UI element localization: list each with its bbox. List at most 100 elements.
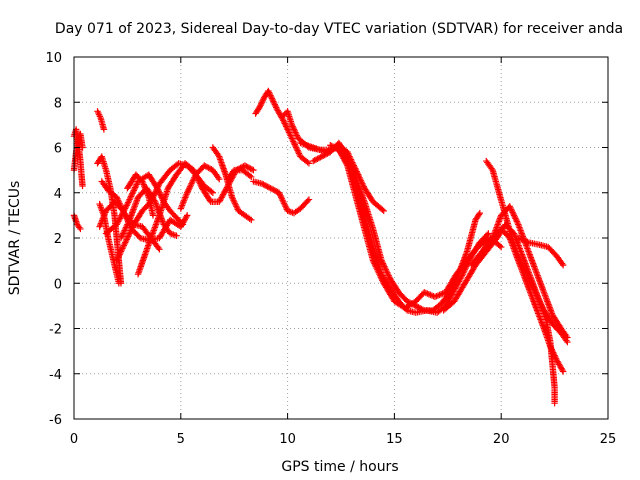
data-marker (381, 263, 388, 270)
data-point (318, 153, 325, 160)
data-marker (114, 219, 121, 227)
data-point (310, 157, 317, 165)
data-marker (129, 190, 136, 197)
data-marker (295, 150, 303, 157)
data-marker (304, 197, 311, 205)
data-point (404, 298, 411, 305)
data-marker (124, 221, 131, 228)
data-marker (245, 164, 253, 172)
data-point (209, 189, 217, 196)
data-marker (121, 227, 128, 234)
series-track-n (177, 162, 223, 212)
data-marker (508, 207, 516, 215)
data-marker (270, 186, 277, 193)
data-point (523, 271, 531, 278)
data-marker (118, 233, 125, 240)
data-marker (286, 130, 293, 138)
data-marker (516, 235, 524, 242)
data-marker (273, 188, 280, 195)
y-tick-label: -6 (49, 413, 62, 428)
data-marker (534, 293, 541, 301)
data-marker (475, 211, 483, 218)
data-marker (118, 212, 125, 219)
data-point (327, 142, 334, 149)
data-marker (533, 292, 540, 299)
data-marker (527, 278, 534, 285)
data-marker (244, 163, 251, 171)
data-point (431, 293, 439, 301)
data-marker (530, 286, 538, 293)
data-point (117, 234, 125, 242)
data-point (267, 185, 274, 192)
data-point (547, 343, 554, 350)
data-marker (184, 188, 192, 195)
data-marker (115, 198, 123, 205)
series-track-s (280, 108, 387, 215)
y-tick-label: 2 (54, 232, 62, 247)
data-marker (527, 280, 535, 287)
data-marker (268, 93, 275, 101)
data-marker (229, 195, 236, 202)
data-marker (114, 197, 122, 204)
data-marker (132, 184, 139, 191)
data-marker (281, 201, 288, 209)
data-marker (304, 159, 311, 166)
data-marker (427, 291, 434, 299)
data-point (515, 234, 522, 242)
data-marker (127, 227, 135, 234)
data-marker (155, 244, 162, 252)
data-marker (268, 185, 276, 193)
data-marker (530, 284, 537, 291)
y-tick-label: 0 (54, 277, 62, 292)
series-track-l (124, 171, 157, 219)
data-marker (382, 266, 390, 273)
data-marker (128, 191, 135, 199)
data-point (173, 232, 180, 239)
data-marker (290, 124, 297, 132)
data-marker (114, 195, 121, 202)
data-marker (507, 206, 515, 213)
data-marker (314, 155, 321, 163)
data-marker (458, 272, 466, 279)
data-point (369, 257, 377, 264)
data-marker (384, 271, 392, 278)
data-point (228, 194, 236, 201)
data-marker (437, 291, 445, 298)
data-marker (377, 274, 385, 281)
data-point (184, 212, 191, 219)
data-marker (291, 141, 298, 148)
data-marker (119, 230, 127, 237)
data-marker (185, 186, 192, 193)
data-marker (512, 216, 520, 224)
data-marker (186, 183, 194, 190)
data-point (280, 112, 287, 120)
data-marker (520, 264, 528, 272)
data-marker (263, 182, 270, 190)
data-marker (124, 234, 131, 242)
data-marker (514, 219, 521, 227)
data-marker (152, 188, 160, 195)
data-marker (126, 196, 133, 203)
data-marker (439, 290, 446, 297)
data-point (184, 189, 191, 196)
series-track-aa (515, 234, 567, 269)
data-marker (525, 274, 532, 281)
data-marker (529, 283, 536, 290)
data-marker (520, 263, 527, 270)
data-marker (124, 199, 132, 206)
y-tick-label: -4 (49, 368, 62, 383)
data-marker (127, 193, 135, 200)
data-marker (124, 233, 132, 240)
data-marker (203, 163, 211, 171)
x-tick-label: 10 (279, 432, 296, 447)
data-marker (156, 191, 164, 198)
data-marker (124, 219, 132, 227)
data-point (190, 166, 197, 174)
data-marker (287, 133, 295, 141)
data-marker (117, 203, 125, 210)
data-point (149, 212, 157, 219)
data-marker (186, 185, 193, 192)
data-marker (526, 277, 533, 284)
y-tick-label: -2 (49, 323, 62, 338)
data-point (506, 203, 513, 210)
